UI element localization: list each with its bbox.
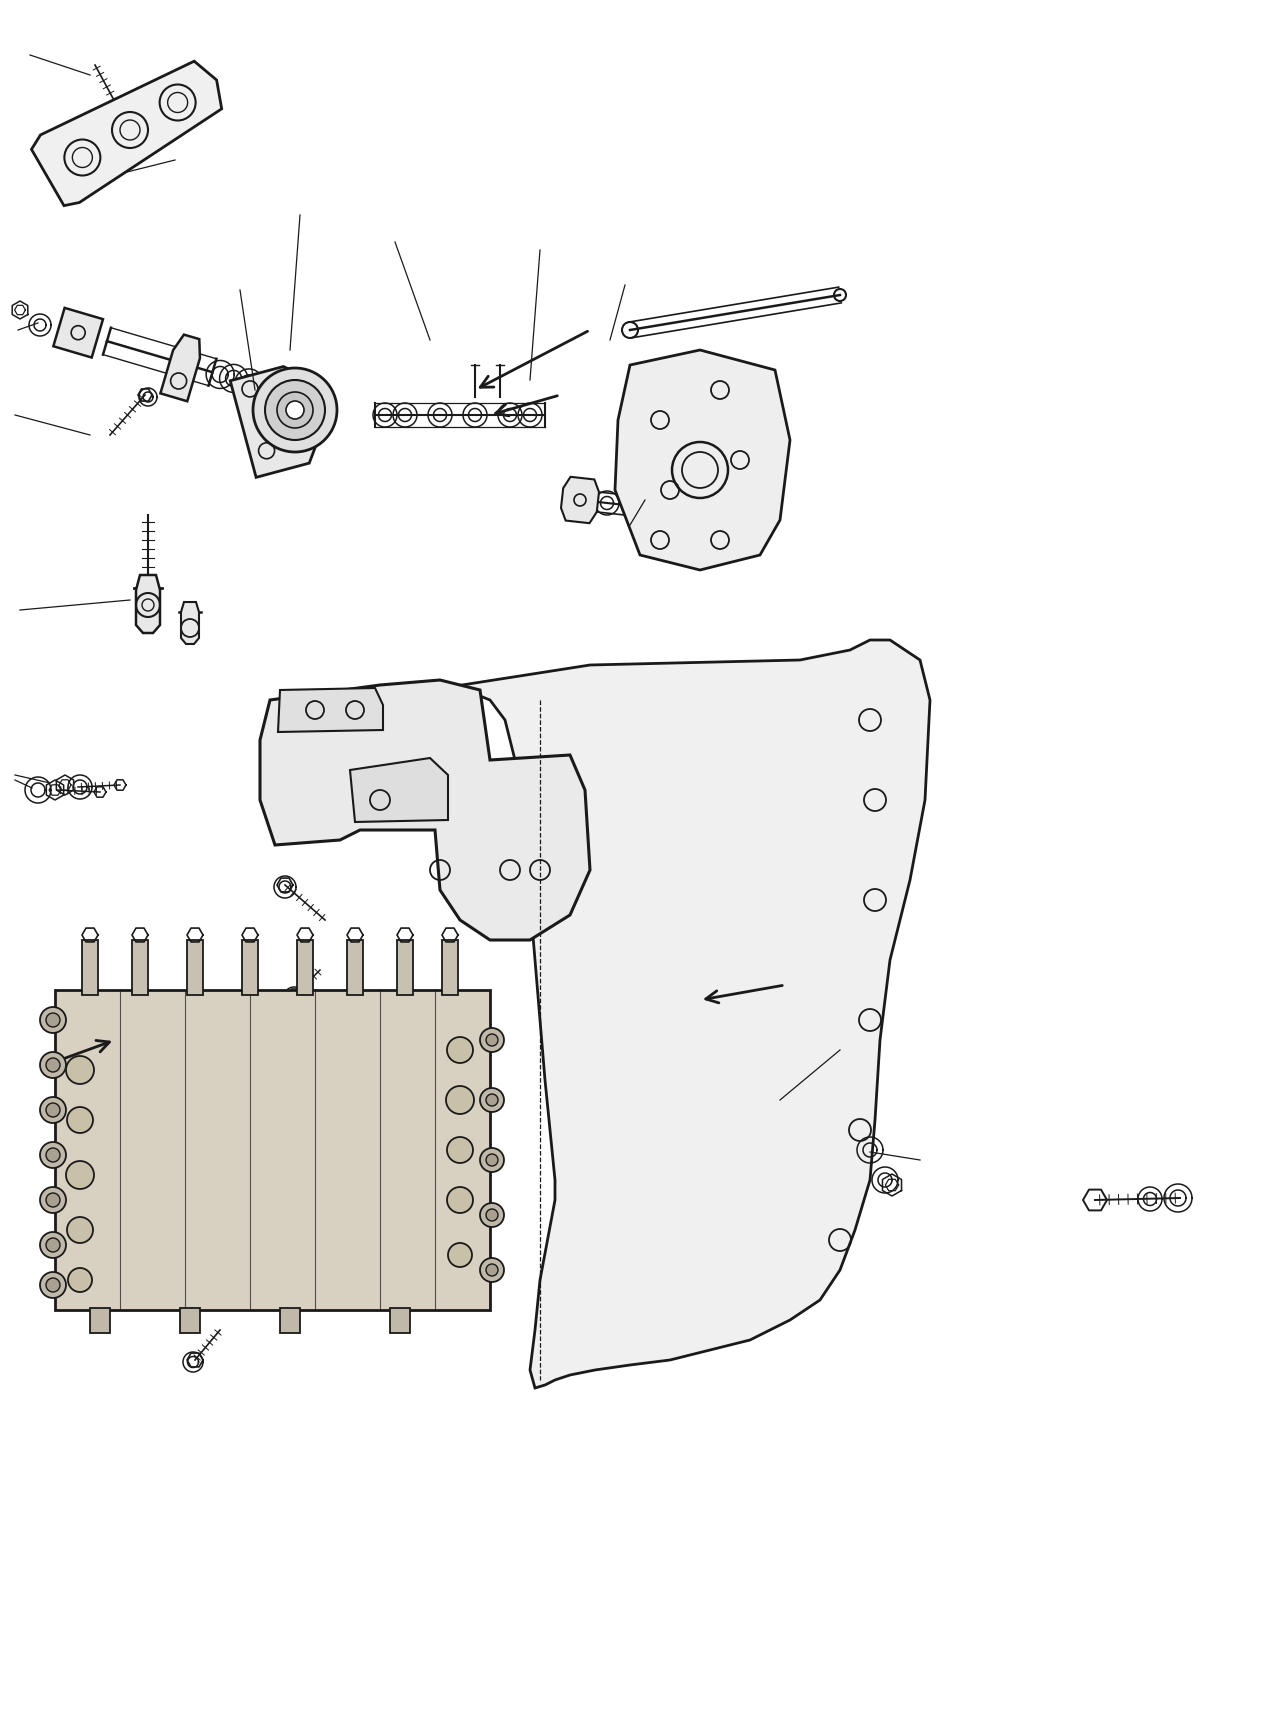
Circle shape bbox=[39, 1006, 66, 1034]
Circle shape bbox=[480, 1203, 505, 1227]
Polygon shape bbox=[561, 477, 599, 524]
Circle shape bbox=[486, 1034, 498, 1046]
Polygon shape bbox=[261, 681, 590, 941]
Circle shape bbox=[67, 1216, 93, 1242]
Circle shape bbox=[447, 1187, 473, 1213]
Circle shape bbox=[480, 1029, 505, 1053]
Circle shape bbox=[46, 1058, 60, 1072]
Bar bbox=[347, 941, 364, 994]
Circle shape bbox=[46, 1192, 60, 1208]
Bar bbox=[132, 941, 147, 994]
Bar bbox=[297, 941, 313, 994]
Polygon shape bbox=[278, 687, 383, 732]
Circle shape bbox=[264, 381, 325, 439]
Circle shape bbox=[486, 1265, 498, 1277]
Circle shape bbox=[39, 1187, 66, 1213]
Circle shape bbox=[486, 1154, 498, 1166]
Bar bbox=[397, 941, 413, 994]
Circle shape bbox=[39, 1098, 66, 1123]
Circle shape bbox=[446, 1085, 474, 1115]
Polygon shape bbox=[180, 601, 200, 644]
Bar bbox=[187, 941, 203, 994]
Circle shape bbox=[39, 1272, 66, 1297]
Circle shape bbox=[447, 1242, 472, 1266]
Circle shape bbox=[486, 1094, 498, 1106]
Circle shape bbox=[286, 401, 304, 419]
Polygon shape bbox=[32, 62, 221, 205]
Bar bbox=[390, 1308, 411, 1334]
Polygon shape bbox=[160, 334, 200, 401]
Bar bbox=[180, 1308, 200, 1334]
Circle shape bbox=[447, 1037, 473, 1063]
Bar bbox=[83, 941, 98, 994]
Polygon shape bbox=[350, 758, 447, 822]
Circle shape bbox=[46, 1013, 60, 1027]
Circle shape bbox=[66, 1161, 94, 1189]
Circle shape bbox=[480, 1258, 505, 1282]
Circle shape bbox=[46, 1103, 60, 1117]
Bar bbox=[55, 991, 491, 1309]
Circle shape bbox=[39, 1142, 66, 1168]
Circle shape bbox=[66, 1056, 94, 1084]
Circle shape bbox=[277, 393, 313, 427]
Circle shape bbox=[46, 1239, 60, 1253]
Polygon shape bbox=[230, 367, 320, 477]
Bar bbox=[280, 1308, 300, 1334]
Bar bbox=[241, 941, 258, 994]
Circle shape bbox=[46, 1278, 60, 1292]
Circle shape bbox=[46, 1148, 60, 1161]
Circle shape bbox=[447, 1137, 473, 1163]
Circle shape bbox=[253, 369, 337, 451]
Bar bbox=[90, 1308, 111, 1334]
Circle shape bbox=[39, 1232, 66, 1258]
Polygon shape bbox=[430, 639, 930, 1389]
Circle shape bbox=[69, 1268, 92, 1292]
Polygon shape bbox=[136, 575, 160, 632]
Polygon shape bbox=[53, 308, 103, 358]
Circle shape bbox=[39, 1053, 66, 1079]
Circle shape bbox=[480, 1148, 505, 1172]
Polygon shape bbox=[615, 350, 791, 570]
Bar bbox=[442, 941, 458, 994]
Circle shape bbox=[486, 1210, 498, 1222]
Circle shape bbox=[67, 1106, 93, 1134]
Circle shape bbox=[480, 1087, 505, 1111]
